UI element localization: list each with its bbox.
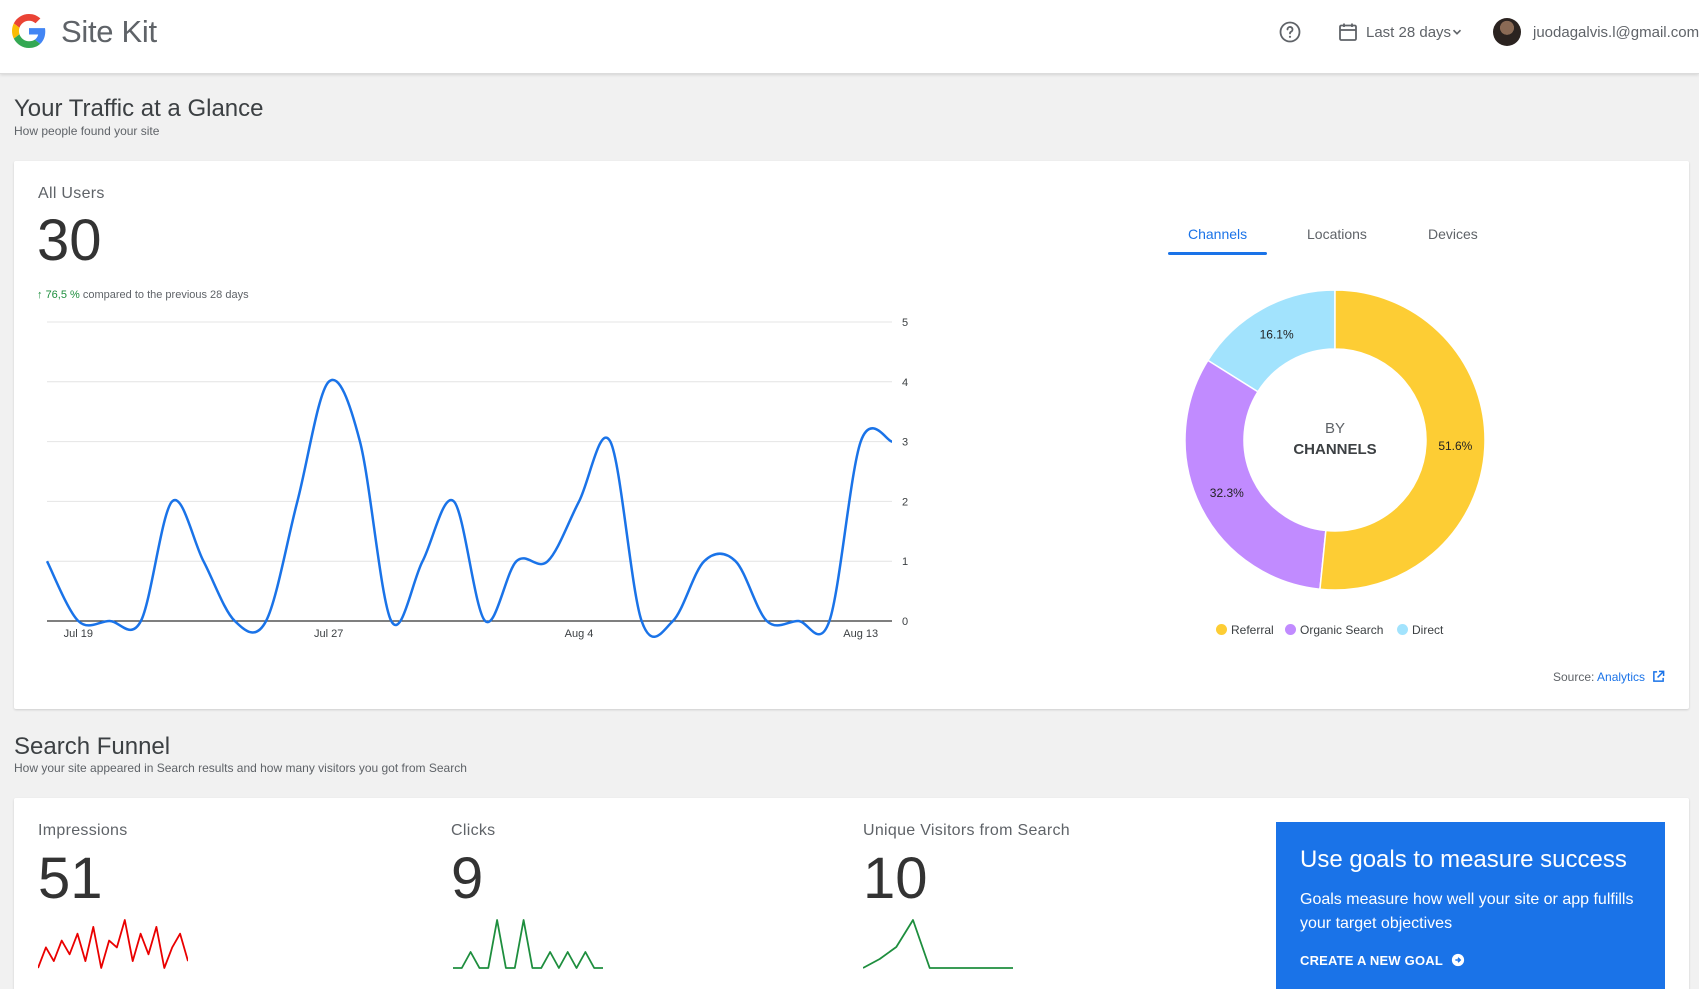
legend-dot-icon bbox=[1216, 624, 1227, 635]
tab-channels[interactable]: Channels bbox=[1188, 226, 1248, 242]
unique-visitors-label: Unique Visitors from Search bbox=[863, 822, 1070, 839]
x-tick-label: Jul 27 bbox=[314, 628, 343, 640]
source-label: Source: bbox=[1553, 670, 1595, 684]
tab-locations[interactable]: Locations bbox=[1307, 226, 1367, 242]
change-text: compared to the previous 28 days bbox=[82, 289, 249, 301]
sparkline-path bbox=[863, 919, 1013, 969]
clicks-label: Clicks bbox=[451, 822, 496, 839]
section-subtitle-funnel: How your site appeared in Search results… bbox=[14, 761, 467, 775]
create-goal-label: CREATE A NEW GOAL bbox=[1300, 953, 1443, 968]
arrow-right-circle-icon bbox=[1451, 953, 1464, 967]
google-logo-icon bbox=[12, 14, 46, 48]
sparkline-path bbox=[453, 919, 603, 969]
impressions-value: 51 bbox=[38, 846, 103, 911]
clicks-sparkline bbox=[453, 919, 603, 969]
goal-description: Goals measure how well your site or app … bbox=[1300, 891, 1634, 932]
legend-dot-icon bbox=[1397, 624, 1408, 635]
tab-devices[interactable]: Devices bbox=[1428, 226, 1478, 242]
goals-promo-card: Use goals to measure success Goals measu… bbox=[1276, 822, 1665, 989]
slice-label: 32.3% bbox=[1210, 486, 1244, 500]
all-users-value: 30 bbox=[37, 208, 102, 273]
goal-title: Use goals to measure success bbox=[1300, 846, 1627, 873]
x-tick-label: Aug 4 bbox=[565, 628, 594, 640]
impressions-label: Impressions bbox=[38, 822, 128, 839]
account-email[interactable]: juodagalvis.l@gmail.com bbox=[1533, 24, 1699, 41]
help-icon[interactable] bbox=[1278, 20, 1302, 44]
all-users-change: ↑ 76,5 % compared to the previous 28 day… bbox=[37, 289, 249, 301]
y-tick-label: 3 bbox=[902, 437, 908, 449]
legend-label: Organic Search bbox=[1300, 623, 1384, 637]
change-percent: 76,5 % bbox=[45, 289, 80, 301]
all-users-label: All Users bbox=[38, 185, 105, 202]
site-kit-brand[interactable]: Site Kit bbox=[61, 14, 157, 49]
donut-slice bbox=[1184, 359, 1327, 591]
slice-label: 51.6% bbox=[1438, 439, 1472, 453]
legend-dot-icon bbox=[1285, 624, 1296, 635]
analytics-link[interactable]: Analytics bbox=[1597, 670, 1646, 684]
top-bar: Site Kit Last 28 days juodagalvis.l@gmai… bbox=[0, 0, 1699, 74]
section-title-funnel: Search Funnel bbox=[14, 733, 171, 760]
traffic-card bbox=[14, 161, 1689, 709]
clicks-value: 9 bbox=[451, 846, 484, 911]
x-tick-label: Aug 13 bbox=[843, 628, 878, 640]
date-range-selector[interactable]: Last 28 days bbox=[1366, 24, 1452, 41]
avatar[interactable] bbox=[1493, 18, 1521, 46]
sparkline-path bbox=[38, 919, 188, 969]
section-subtitle-traffic: How people found your site bbox=[14, 124, 160, 138]
donut-slice bbox=[1319, 289, 1486, 591]
unique-visitors-value: 10 bbox=[863, 846, 928, 911]
donut-center-bottom: CHANNELS bbox=[1293, 441, 1376, 458]
x-tick-label: Jul 19 bbox=[64, 628, 93, 640]
source-line: Source: Analytics bbox=[1553, 670, 1665, 684]
legend-label: Referral bbox=[1231, 623, 1274, 637]
donut-center-top: BY bbox=[1325, 420, 1345, 437]
arrow-up-icon: ↑ bbox=[37, 289, 43, 301]
chevron-down-icon[interactable] bbox=[1451, 26, 1463, 38]
channels-donut-chart: BY CHANNELS 51.6% 32.3% 16.1% bbox=[1184, 289, 1486, 591]
calendar-icon[interactable] bbox=[1338, 22, 1358, 42]
section-title-traffic: Your Traffic at a Glance bbox=[14, 95, 264, 122]
active-tab-indicator bbox=[1168, 252, 1267, 255]
legend-direct[interactable]: Direct bbox=[1397, 623, 1443, 637]
external-link-icon[interactable] bbox=[1652, 670, 1665, 683]
create-goal-button[interactable]: CREATE A NEW GOAL bbox=[1300, 953, 1465, 968]
y-tick-label: 2 bbox=[902, 496, 908, 508]
slice-label: 16.1% bbox=[1260, 328, 1294, 342]
users-series-line bbox=[45, 378, 893, 638]
legend-label: Direct bbox=[1412, 623, 1444, 637]
y-tick-label: 0 bbox=[902, 616, 908, 628]
legend-referral[interactable]: Referral bbox=[1216, 623, 1274, 637]
y-tick-label: 5 bbox=[902, 317, 908, 329]
y-tick-label: 4 bbox=[902, 377, 908, 389]
y-tick-label: 1 bbox=[902, 556, 908, 568]
impressions-sparkline bbox=[38, 919, 188, 969]
legend-organic-search[interactable]: Organic Search bbox=[1285, 623, 1383, 637]
unique-visitors-sparkline bbox=[863, 919, 1013, 969]
